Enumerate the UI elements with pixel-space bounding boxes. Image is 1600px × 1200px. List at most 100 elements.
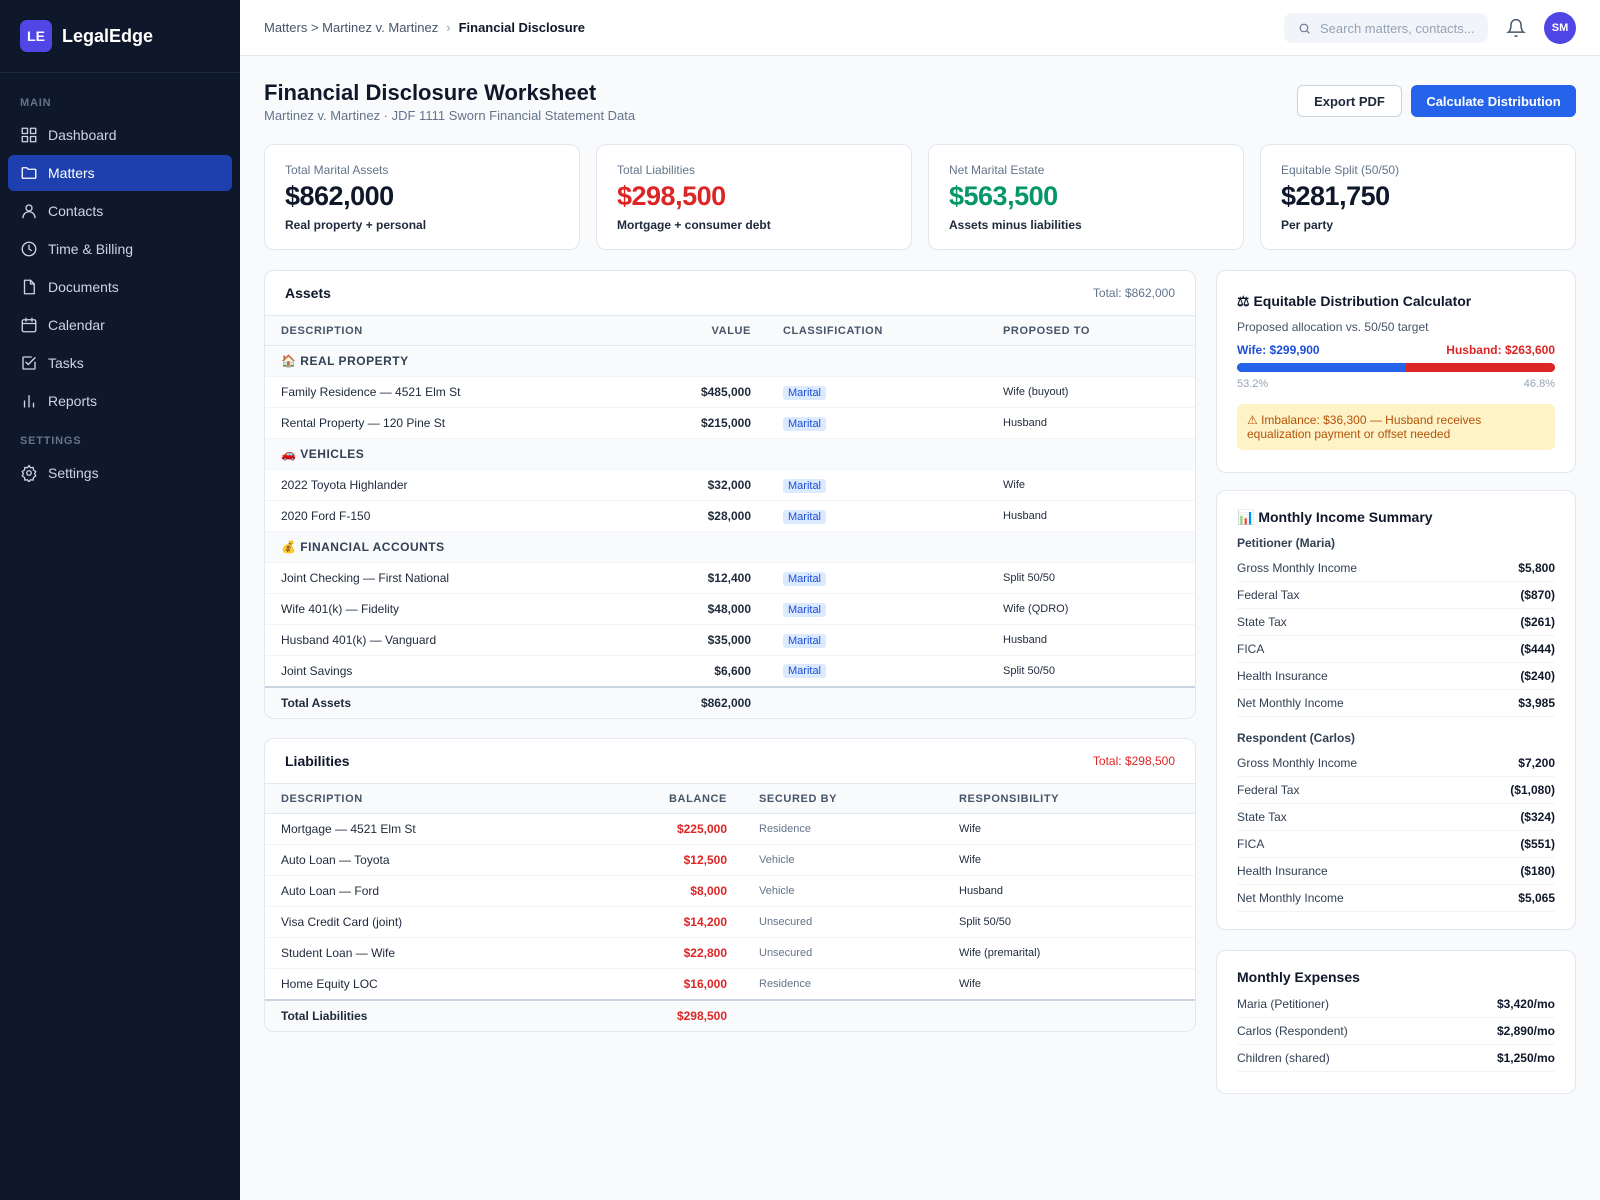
page-title: Financial Disclosure Worksheet: [264, 80, 597, 105]
document-icon: [23, 279, 35, 295]
husband-share-bar: [1406, 363, 1555, 372]
table-row[interactable]: Student Loan — Wife $22,800 Unsecured Wife …: [265, 937, 1195, 969]
table-row[interactable]: Joint Checking — First National $12,400 Ma…: [265, 562, 1195, 594]
table-row[interactable]: Home Equity LOC $16,000 Residence Wife: [265, 968, 1195, 1000]
table-row[interactable]: Visa Credit Card (joint) $14,200 Unsecured…: [265, 906, 1195, 938]
avatar[interactable]: SM: [1544, 12, 1576, 44]
liability-description: Auto Loan — Ford: [265, 875, 525, 907]
page-subtitle: Martinez v. Martinez · JDF 1111 Sworn Fi…: [264, 108, 636, 123]
asset-group-header: 🏠 REAL PROPERTY: [265, 345, 1195, 377]
classification-badge: Marital: [783, 509, 827, 524]
table-row[interactable]: Rental Property — 120 Pine St $215,000 Mar…: [265, 407, 1195, 439]
asset-description: Husband 401(k) — Vanguard: [265, 624, 525, 656]
allocation-bar: [1237, 363, 1555, 372]
imbalance-warning: ⚠ Imbalance: $36,300 — Husband receives …: [1237, 404, 1555, 450]
table-row[interactable]: 2020 Ford F-150 $28,000 Marital Husband: [265, 500, 1195, 532]
expense-label: Carlos (Respondent): [1237, 1024, 1348, 1038]
brand-logo: LE: [20, 20, 52, 52]
sidebar-item-documents[interactable]: Documents: [8, 269, 232, 305]
income-value: ($551): [1520, 837, 1555, 851]
expense-row: Maria (Petitioner) $3,420/mo: [1237, 991, 1555, 1018]
liabilities-total-row: Total Liabilities $298,500: [265, 998, 1195, 1031]
notifications-button[interactable]: [1506, 18, 1526, 38]
income-row: FICA ($551): [1237, 831, 1555, 858]
sidebar-item-time-billing[interactable]: Time & Billing: [8, 231, 232, 267]
calculator-title: ⚖ Equitable Distribution Calculator: [1237, 293, 1472, 309]
sidebar-item-dashboard[interactable]: Dashboard: [8, 117, 232, 153]
grid-icon: [21, 127, 37, 143]
income-value: $7,200: [1518, 756, 1555, 770]
income-label: Gross Monthly Income: [1237, 756, 1358, 770]
income-value: $3,985: [1518, 696, 1555, 710]
table-row[interactable]: Husband 401(k) — Vanguard $35,000 Marital H…: [265, 624, 1195, 656]
calculator-subtitle: Proposed allocation vs. 50/50 target: [1237, 320, 1429, 334]
table-row[interactable]: Auto Loan — Toyota $12,500 Vehicle Wife: [265, 844, 1195, 876]
sidebar-item-contacts[interactable]: Contacts: [8, 193, 232, 229]
income-label: Health Insurance: [1237, 669, 1328, 683]
asset-value: $28,000: [525, 500, 751, 532]
chevron-right-icon: ›: [446, 20, 451, 35]
secured-by: Vehicle: [727, 875, 931, 907]
sidebar-item-label: Tasks: [48, 355, 84, 371]
stat-value: $563,500: [949, 181, 1058, 211]
income-row: Gross Monthly Income $5,800: [1237, 555, 1555, 582]
table-row[interactable]: Auto Loan — Ford $8,000 Vehicle Husband: [265, 875, 1195, 907]
sidebar-item-tasks[interactable]: Tasks: [8, 345, 232, 381]
brand[interactable]: LE LegalEdge: [0, 0, 240, 73]
expense-value: $3,420/mo: [1496, 997, 1555, 1011]
calculate-distribution-button[interactable]: Calculate Distribution: [1411, 85, 1576, 117]
secured-by: Vehicle: [727, 844, 931, 876]
sidebar-item-reports[interactable]: Reports: [8, 383, 232, 419]
classification-badge: Marital: [783, 664, 827, 679]
income-summary: 📊 Monthly Income Summary Petitioner (Mar…: [1216, 490, 1576, 930]
search-icon: [1299, 23, 1310, 34]
assets-table: DESCRIPTION VALUE CLASSIFICATION PROPOSE…: [265, 315, 1195, 718]
table-row[interactable]: Mortgage — 4521 Elm St $225,000 Residence W…: [265, 813, 1195, 845]
stat-card: Equitable Split (50/50) $281,750 Per party: [1260, 144, 1576, 250]
table-row[interactable]: Family Residence — 4521 Elm St $485,000 Ma…: [265, 376, 1195, 408]
table-row[interactable]: Wife 401(k) — Fidelity $48,000 Marital Wife…: [265, 593, 1195, 625]
expense-row: Carlos (Respondent) $2,890/mo: [1237, 1018, 1555, 1045]
income-label: Federal Tax: [1237, 783, 1300, 797]
sidebar-item-calendar[interactable]: Calendar: [8, 307, 232, 343]
liabilities-card: Liabilities Total: $298,500 DESCRIPTION …: [264, 738, 1196, 1032]
asset-description: 2022 Toyota Highlander: [265, 469, 525, 501]
asset-group-header: 💰 FINANCIAL ACCOUNTS: [265, 531, 1195, 563]
income-row: Net Monthly Income $5,065: [1237, 885, 1555, 912]
sidebar-item-settings[interactable]: Settings: [8, 455, 232, 491]
liability-description: Auto Loan — Toyota: [265, 844, 525, 876]
breadcrumb-parent[interactable]: Matters > Martinez v. Martinez: [264, 20, 439, 35]
asset-value: $32,000: [525, 469, 751, 501]
income-label: FICA: [1237, 642, 1265, 656]
clock-icon: [21, 241, 37, 257]
asset-description: Joint Savings: [265, 655, 525, 687]
sidebar-item-matters[interactable]: Matters: [8, 155, 232, 191]
liability-balance: $16,000: [525, 968, 727, 1000]
liabilities-title: Liabilities: [285, 753, 350, 769]
table-row[interactable]: 2022 Toyota Highlander $32,000 Marital Wife: [265, 469, 1195, 501]
monthly-expenses: Monthly Expenses Maria (Petitioner) $3,42…: [1216, 950, 1576, 1094]
stat-note: Assets minus liabilities: [949, 218, 1082, 232]
assets-total-row: Total Assets $862,000: [265, 685, 1195, 718]
search-box[interactable]: [1284, 13, 1488, 43]
column-header: PROPOSED TO: [975, 315, 1195, 346]
income-row: State Tax ($261): [1237, 609, 1555, 636]
income-row: Federal Tax ($1,080): [1237, 777, 1555, 804]
income-value: ($1,080): [1510, 783, 1555, 797]
table-row[interactable]: Joint Savings $6,600 Marital Split 50/50: [265, 655, 1195, 687]
checkbox-icon: [22, 356, 36, 370]
liability-balance: $22,800: [525, 937, 727, 969]
asset-value: $48,000: [525, 593, 751, 625]
user-icon: [22, 204, 36, 219]
column-header: CLASSIFICATION: [751, 315, 975, 346]
sidebar-item-label: Time & Billing: [48, 241, 134, 257]
folder-icon: [21, 167, 37, 179]
search-input[interactable]: [1320, 20, 1480, 36]
classification-badge: Marital: [783, 602, 827, 617]
export-pdf-button[interactable]: Export PDF: [1297, 85, 1402, 117]
column-header: BALANCE: [525, 783, 727, 814]
income-value: ($444): [1520, 642, 1555, 656]
classification-badge: Marital: [783, 385, 827, 400]
liabilities-table: DESCRIPTION BALANCE SECURED BY RESPONSIB…: [265, 783, 1195, 1031]
income-label: Health Insurance: [1237, 864, 1328, 878]
